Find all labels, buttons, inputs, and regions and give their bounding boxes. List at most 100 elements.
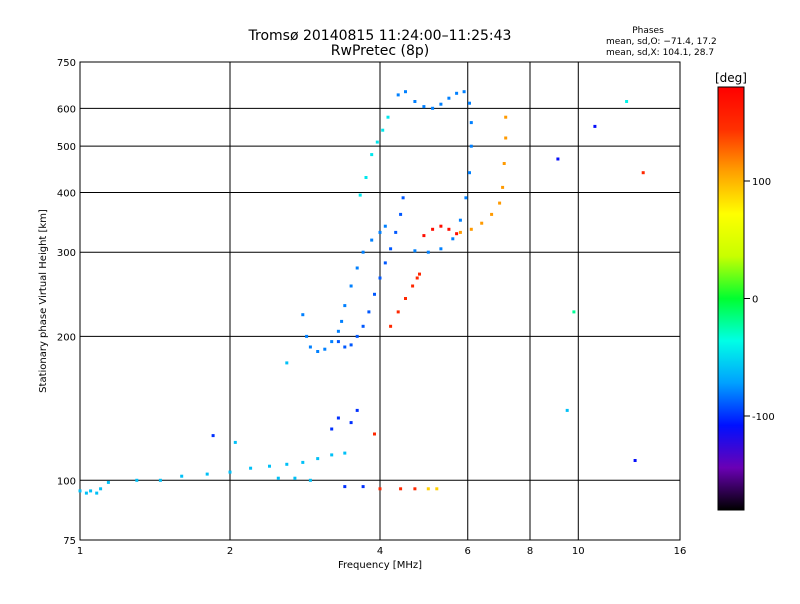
data-point bbox=[422, 105, 426, 109]
data-point bbox=[399, 212, 403, 216]
data-point bbox=[375, 140, 379, 144]
data-point bbox=[285, 361, 289, 365]
data-point bbox=[268, 464, 271, 468]
data-point bbox=[323, 347, 327, 351]
data-point bbox=[502, 162, 506, 165]
data-point bbox=[641, 171, 645, 175]
x-tick-label: 4 bbox=[377, 546, 383, 557]
data-point bbox=[336, 329, 340, 333]
y-tick-label: 400 bbox=[57, 188, 76, 199]
phase-stats-x: mean, sd,X: 104.1, 28.7 bbox=[606, 48, 714, 58]
data-point bbox=[490, 212, 494, 216]
data-point bbox=[378, 487, 382, 491]
data-point bbox=[431, 106, 435, 110]
data-point bbox=[593, 124, 597, 128]
data-point bbox=[404, 90, 407, 94]
data-point bbox=[343, 485, 347, 489]
data-point bbox=[106, 480, 110, 484]
data-point bbox=[394, 230, 398, 234]
data-point bbox=[498, 201, 502, 205]
data-point bbox=[135, 478, 139, 482]
data-point bbox=[316, 350, 320, 353]
data-point bbox=[426, 487, 430, 491]
data-point bbox=[556, 157, 560, 161]
data-point bbox=[462, 90, 466, 94]
data-point bbox=[386, 115, 390, 119]
data-point bbox=[343, 304, 347, 308]
data-point bbox=[211, 434, 215, 438]
data-point bbox=[361, 324, 365, 328]
data-point bbox=[361, 250, 365, 254]
data-point bbox=[361, 485, 365, 489]
data-point bbox=[373, 292, 376, 296]
data-point bbox=[422, 234, 426, 238]
data-point bbox=[439, 102, 443, 106]
data-point bbox=[370, 238, 374, 242]
y-axis-label: Stationary phase Virtual Height [km] bbox=[38, 209, 49, 393]
data-point bbox=[316, 457, 320, 461]
data-point bbox=[355, 266, 359, 270]
data-point bbox=[370, 153, 374, 157]
data-point bbox=[158, 478, 162, 482]
y-tick-labels: 75 100 200 300 400 500 600 750 bbox=[57, 58, 76, 547]
data-point bbox=[439, 224, 443, 228]
data-point bbox=[364, 176, 368, 179]
data-point bbox=[383, 224, 387, 228]
data-point bbox=[396, 93, 400, 97]
data-point bbox=[399, 487, 403, 491]
y-tick-label: 300 bbox=[57, 248, 76, 259]
y-tick-label: 600 bbox=[57, 104, 76, 115]
data-point bbox=[383, 261, 387, 265]
data-point bbox=[330, 453, 334, 457]
colorbar bbox=[717, 86, 745, 511]
data-point bbox=[378, 276, 382, 280]
grid-lines bbox=[80, 62, 680, 540]
data-point bbox=[468, 101, 471, 105]
data-point bbox=[458, 218, 462, 222]
data-point bbox=[389, 247, 393, 251]
data-point bbox=[418, 272, 421, 276]
data-point bbox=[451, 237, 455, 241]
data-point bbox=[276, 476, 280, 480]
data-point bbox=[431, 227, 435, 231]
data-point bbox=[455, 232, 459, 236]
x-tick-label: 16 bbox=[674, 546, 687, 557]
y-tick-label: 200 bbox=[57, 332, 76, 343]
x-tick-label: 2 bbox=[227, 546, 233, 557]
data-point bbox=[349, 343, 353, 347]
data-point bbox=[439, 247, 443, 251]
data-point bbox=[464, 196, 468, 200]
data-point bbox=[381, 128, 385, 132]
data-point bbox=[435, 487, 439, 491]
data-point bbox=[504, 136, 508, 140]
data-point bbox=[378, 230, 382, 234]
data-point bbox=[343, 345, 347, 349]
x-tick-label: 10 bbox=[572, 546, 585, 557]
y-tick-label: 750 bbox=[57, 58, 76, 69]
data-point bbox=[336, 340, 340, 344]
data-point bbox=[308, 345, 312, 349]
data-point bbox=[447, 96, 451, 100]
data-point bbox=[89, 489, 93, 493]
y-tick-label: 500 bbox=[57, 142, 76, 153]
data-point bbox=[293, 476, 297, 480]
data-point bbox=[233, 440, 237, 444]
data-point bbox=[455, 91, 459, 95]
data-point bbox=[469, 121, 473, 125]
data-point bbox=[404, 297, 407, 300]
data-point bbox=[308, 478, 312, 482]
data-point bbox=[413, 100, 417, 103]
data-point bbox=[330, 427, 334, 431]
data-point bbox=[99, 487, 103, 491]
data-point bbox=[401, 196, 405, 200]
data-point bbox=[305, 334, 309, 338]
data-points bbox=[78, 90, 645, 495]
data-point bbox=[343, 451, 347, 455]
colorbar-tick-label: 0 bbox=[752, 295, 758, 306]
colorbar-tick-label: 100 bbox=[752, 177, 771, 188]
data-point bbox=[413, 249, 417, 253]
data-point bbox=[447, 227, 451, 231]
data-point bbox=[625, 100, 629, 103]
data-point bbox=[469, 227, 473, 231]
